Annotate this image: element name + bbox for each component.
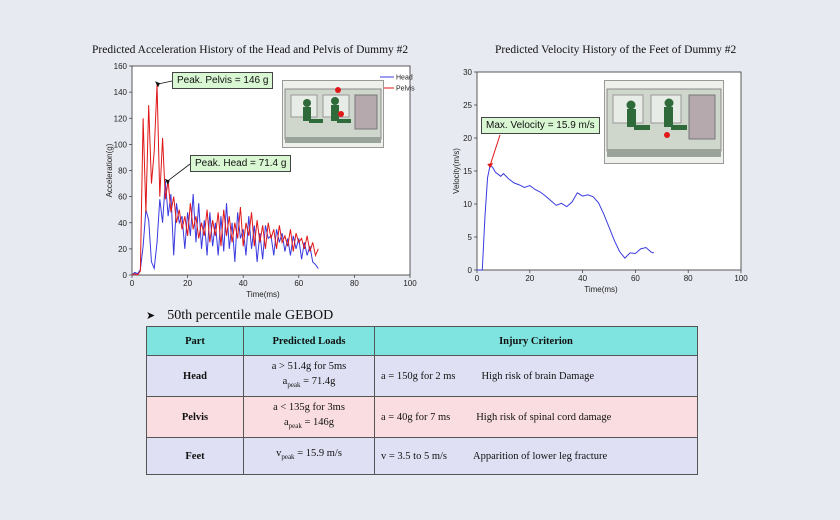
criterion-cell: a = 40g for 7 ms High risk of spinal cord… — [374, 396, 698, 438]
load-peak-subscript: peak — [287, 381, 301, 390]
y-tick-label: 140 — [114, 88, 128, 97]
y-tick-label: 30 — [463, 68, 472, 77]
load-peak-symbol: v — [276, 448, 282, 460]
load-peak-value: = 146g — [301, 416, 335, 428]
section-heading: ➤ 50th percentile male GEBOD — [146, 308, 333, 324]
criterion-threshold: a = 40g for 7 ms — [381, 411, 451, 423]
y-tick-label: 120 — [114, 114, 128, 123]
load-line: a > 51.4g for 5ms — [271, 360, 347, 372]
callout-arrowhead-pelvis — [155, 81, 161, 88]
callout-max-velocity: Max. Velocity = 15.9 m/s — [481, 117, 600, 134]
load-peak-line: vpeak = 15.9 m/s — [250, 446, 368, 465]
load-peak-subscript: peak — [288, 422, 302, 431]
criterion-cell: v = 3.5 to 5 m/s Apparition of lower leg … — [374, 437, 698, 475]
load-peak-symbol: a — [282, 375, 288, 387]
y-tick-label: 20 — [118, 245, 127, 254]
table-row: Feet vpeak = 15.9 m/s v = 3.5 to 5 m/s Ap… — [146, 437, 698, 475]
series-line-pelvis — [131, 84, 319, 276]
y-tick-label: 20 — [463, 134, 472, 143]
criterion-threshold: a = 150g for 2 ms — [381, 370, 456, 382]
table-row: Head a > 51.4g for 5ms apeak = 71.4g a =… — [146, 355, 698, 397]
legend-label: Head — [396, 75, 413, 82]
x-tick-label: 80 — [684, 274, 693, 283]
table-row: Pelvis a < 135g for 3ms apeak = 146g a =… — [146, 396, 698, 438]
legend-label: Pelvis — [396, 86, 415, 93]
y-tick-label: 160 — [114, 62, 128, 71]
callout-arrowhead-velocity — [487, 163, 494, 169]
dummy-sled-illustration — [284, 87, 382, 143]
y-tick-label: 100 — [114, 140, 128, 149]
y-tick-label: 60 — [118, 193, 127, 202]
header-injury-criterion: Injury Criterion — [374, 326, 698, 356]
chart1-title: Predicted Acceleration History of the He… — [92, 44, 409, 56]
series-line-0 — [477, 164, 655, 271]
x-tick-label: 100 — [734, 274, 748, 283]
y-tick-label: 0 — [123, 271, 128, 280]
x-tick-label: 60 — [294, 279, 303, 288]
criterion-result: Apparition of lower leg fracture — [473, 450, 608, 462]
callout-arrow-head — [166, 163, 191, 183]
loads-cell: a > 51.4g for 5ms apeak = 71.4g — [243, 355, 375, 397]
arrow-bullet-icon: ➤ — [146, 309, 156, 322]
y-tick-label: 5 — [468, 233, 473, 242]
callout-arrow-velocity — [489, 134, 501, 166]
x-tick-label: 100 — [403, 279, 417, 288]
header-predicted-loads: Predicted Loads — [243, 326, 375, 356]
y-tick-label: 0 — [468, 266, 473, 275]
x-tick-label: 40 — [239, 279, 248, 288]
x-axis-label: Time(ms) — [584, 285, 618, 294]
criterion-cell: a = 150g for 2 ms High risk of brain Dama… — [374, 355, 698, 397]
load-line: a < 135g for 3ms — [273, 401, 345, 413]
x-tick-label: 20 — [183, 279, 192, 288]
y-tick-label: 80 — [118, 167, 127, 176]
part-cell: Head — [146, 355, 244, 397]
y-tick-label: 15 — [463, 167, 472, 176]
callout-peak-head: Peak. Head = 71.4 g — [190, 155, 292, 172]
loads-cell: a < 135g for 3ms apeak = 146g — [243, 396, 375, 438]
table-header-row: Part Predicted Loads Injury Criterion — [146, 326, 698, 356]
x-tick-label: 80 — [350, 279, 359, 288]
callout-arrowhead-head — [164, 178, 170, 185]
x-tick-label: 0 — [130, 279, 135, 288]
load-peak-symbol: a — [283, 416, 289, 428]
header-part: Part — [146, 326, 244, 356]
x-tick-label: 0 — [475, 274, 480, 283]
y-tick-label: 40 — [118, 219, 127, 228]
criterion-result: High risk of brain Damage — [481, 370, 595, 382]
y-axis-label: Velocity(m/s) — [452, 148, 461, 194]
y-axis-label: Acceleration(g) — [105, 143, 114, 197]
y-tick-label: 25 — [463, 101, 472, 110]
load-peak-value: = 15.9 m/s — [294, 448, 342, 460]
load-peak-value: = 71.4g — [300, 375, 336, 387]
callout-peak-pelvis: Peak. Pelvis = 146 g — [172, 72, 274, 89]
part-cell: Pelvis — [146, 396, 244, 438]
x-tick-label: 40 — [578, 274, 587, 283]
criterion-result: High risk of spinal cord damage — [476, 411, 612, 423]
dummy-sled-illustration — [606, 88, 722, 157]
part-cell: Feet — [146, 437, 244, 475]
chart2-title: Predicted Velocity History of the Feet o… — [495, 44, 737, 56]
load-peak-subscript: peak — [281, 453, 295, 462]
x-axis-label: Time(ms) — [246, 290, 280, 299]
load-peak-line: apeak = 71.4g — [250, 374, 368, 393]
criterion-threshold: v = 3.5 to 5 m/s — [381, 450, 448, 462]
loads-cell: vpeak = 15.9 m/s — [243, 437, 375, 475]
x-tick-label: 60 — [631, 274, 640, 283]
dummy-model-image-1 — [282, 80, 384, 148]
dummy-model-image-2 — [604, 80, 724, 164]
load-peak-line: apeak = 146g — [250, 415, 368, 434]
y-tick-label: 10 — [463, 200, 472, 209]
x-tick-label: 20 — [525, 274, 534, 283]
injury-criteria-table: Part Predicted Loads Injury Criterion He… — [146, 326, 698, 475]
section-heading-text: 50th percentile male GEBOD — [167, 308, 334, 323]
